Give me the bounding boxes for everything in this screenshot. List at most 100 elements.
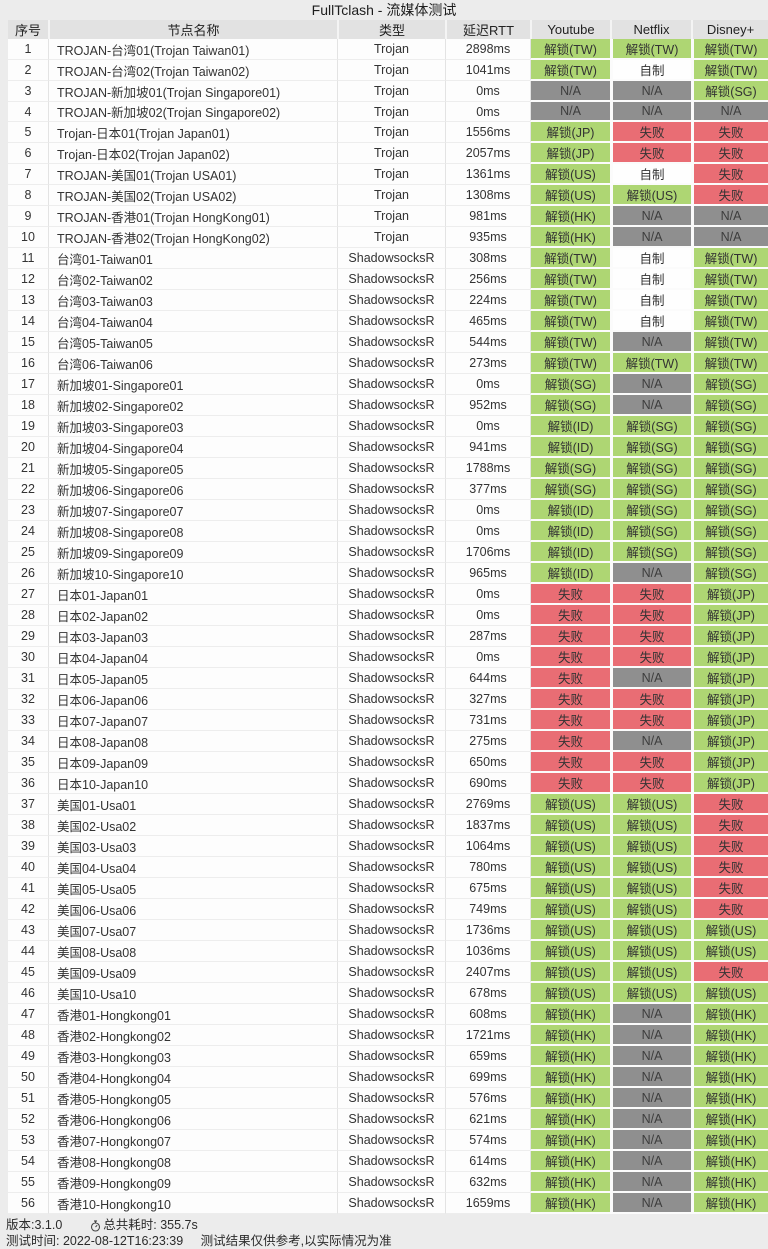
node-name-cell: Trojan-日本01(Trojan Japan01)	[48, 122, 337, 143]
index-cell: 45	[8, 962, 48, 983]
disney-status-cell: 解锁(TW)	[691, 39, 768, 60]
rtt-cell: 659ms	[445, 1046, 530, 1067]
disney-status-cell: 解锁(HK)	[691, 1088, 768, 1109]
disney-status-cell: 解锁(JP)	[691, 689, 768, 710]
type-cell: ShadowsocksR	[337, 332, 445, 353]
table-row: 46 美国10-Usa10 ShadowsocksR 678ms 解锁(US) 解锁(US…	[8, 983, 768, 1004]
disney-status-cell: 解锁(TW)	[691, 353, 768, 374]
type-cell: Trojan	[337, 60, 445, 81]
node-name-cell: Trojan-日本02(Trojan Japan02)	[48, 143, 337, 164]
disney-status-cell: 失败	[691, 857, 768, 878]
netflix-status-cell: 解锁(US)	[610, 794, 691, 815]
netflix-status-cell: N/A	[610, 332, 691, 353]
node-name-cell: 美国10-Usa10	[48, 983, 337, 1004]
node-name-cell: TROJAN-美国01(Trojan USA01)	[48, 164, 337, 185]
table-row: 14 台湾04-Taiwan04 ShadowsocksR 465ms 解锁(TW) 自制…	[8, 311, 768, 332]
table-row: 44 美国08-Usa08 ShadowsocksR 1036ms 解锁(US) 解锁(U…	[8, 941, 768, 962]
type-cell: ShadowsocksR	[337, 458, 445, 479]
table-row: 39 美国03-Usa03 ShadowsocksR 1064ms 解锁(US) 解锁(U…	[8, 836, 768, 857]
disney-status-cell: 解锁(SG)	[691, 458, 768, 479]
index-cell: 47	[8, 1004, 48, 1025]
disclaimer-label: 测试结果仅供参考,以实际情况为准	[200, 1234, 392, 1248]
table-row: 5 Trojan-日本01(Trojan Japan01) Trojan 1556ms…	[8, 122, 768, 143]
netflix-status-cell: N/A	[610, 1046, 691, 1067]
index-cell: 6	[8, 143, 48, 164]
rtt-cell: 224ms	[445, 290, 530, 311]
index-cell: 26	[8, 563, 48, 584]
type-cell: ShadowsocksR	[337, 1088, 445, 1109]
table-row: 31 日本05-Japan05 ShadowsocksR 644ms 失败 N/A 解锁(J…	[8, 668, 768, 689]
youtube-status-cell: 解锁(US)	[530, 185, 610, 206]
table-row: 33 日本07-Japan07 ShadowsocksR 731ms 失败 失败 解锁(JP…	[8, 710, 768, 731]
rtt-cell: 465ms	[445, 311, 530, 332]
netflix-status-cell: 自制	[610, 269, 691, 290]
table-row: 51 香港05-Hongkong05 ShadowsocksR 576ms 解锁(HK)…	[8, 1088, 768, 1109]
table-row: 34 日本08-Japan08 ShadowsocksR 275ms 失败 N/A 解锁(J…	[8, 731, 768, 752]
netflix-status-cell: 解锁(SG)	[610, 458, 691, 479]
youtube-status-cell: 解锁(SG)	[530, 374, 610, 395]
netflix-status-cell: N/A	[610, 227, 691, 248]
node-name-cell: 台湾05-Taiwan05	[48, 332, 337, 353]
netflix-status-cell: 自制	[610, 164, 691, 185]
rtt-cell: 0ms	[445, 521, 530, 542]
type-cell: ShadowsocksR	[337, 605, 445, 626]
youtube-status-cell: N/A	[530, 102, 610, 122]
netflix-status-cell: 解锁(TW)	[610, 353, 691, 374]
type-cell: ShadowsocksR	[337, 689, 445, 710]
stopwatch-icon	[91, 1219, 101, 1232]
disney-status-cell: 解锁(JP)	[691, 626, 768, 647]
type-cell: ShadowsocksR	[337, 647, 445, 668]
youtube-status-cell: 解锁(ID)	[530, 563, 610, 584]
youtube-status-cell: 失败	[530, 605, 610, 626]
rtt-cell: 1361ms	[445, 164, 530, 185]
index-cell: 13	[8, 290, 48, 311]
disney-status-cell: N/A	[691, 102, 768, 122]
index-cell: 30	[8, 647, 48, 668]
disney-status-cell: 解锁(HK)	[691, 1151, 768, 1172]
disney-status-cell: 解锁(JP)	[691, 710, 768, 731]
youtube-status-cell: 解锁(TW)	[530, 311, 610, 332]
youtube-status-cell: 解锁(SG)	[530, 479, 610, 500]
index-cell: 22	[8, 479, 48, 500]
rtt-cell: 0ms	[445, 416, 530, 437]
netflix-status-cell: 失败	[610, 605, 691, 626]
rtt-cell: 731ms	[445, 710, 530, 731]
type-cell: Trojan	[337, 143, 445, 164]
rtt-cell: 678ms	[445, 983, 530, 1004]
node-name-cell: 香港04-Hongkong04	[48, 1067, 337, 1088]
node-name-cell: 美国01-Usa01	[48, 794, 337, 815]
type-cell: ShadowsocksR	[337, 290, 445, 311]
disney-status-cell: 解锁(TW)	[691, 248, 768, 269]
page-title: FullTclash - 流媒体测试	[311, 2, 457, 18]
header-disney: Disney+	[691, 20, 768, 39]
table-row: 2 TROJAN-台湾02(Trojan Taiwan02) Trojan 1041m…	[8, 60, 768, 81]
type-cell: ShadowsocksR	[337, 395, 445, 416]
netflix-status-cell: N/A	[610, 374, 691, 395]
type-cell: ShadowsocksR	[337, 731, 445, 752]
youtube-status-cell: 解锁(SG)	[530, 458, 610, 479]
header-youtube: Youtube	[530, 20, 610, 39]
index-cell: 2	[8, 60, 48, 81]
node-name-cell: 美国02-Usa02	[48, 815, 337, 836]
index-cell: 43	[8, 920, 48, 941]
youtube-status-cell: 解锁(US)	[530, 794, 610, 815]
rtt-cell: 614ms	[445, 1151, 530, 1172]
youtube-status-cell: 解锁(US)	[530, 164, 610, 185]
rtt-cell: 690ms	[445, 773, 530, 794]
rtt-cell: 1736ms	[445, 920, 530, 941]
netflix-status-cell: N/A	[610, 1025, 691, 1046]
rtt-cell: 2898ms	[445, 39, 530, 60]
index-cell: 16	[8, 353, 48, 374]
index-cell: 56	[8, 1193, 48, 1214]
node-name-cell: 日本02-Japan02	[48, 605, 337, 626]
table-row: 32 日本06-Japan06 ShadowsocksR 327ms 失败 失败 解锁(JP…	[8, 689, 768, 710]
youtube-status-cell: 解锁(US)	[530, 920, 610, 941]
disney-status-cell: 解锁(JP)	[691, 752, 768, 773]
disney-status-cell: N/A	[691, 227, 768, 248]
disney-status-cell: N/A	[691, 206, 768, 227]
disney-status-cell: 解锁(SG)	[691, 521, 768, 542]
youtube-status-cell: 失败	[530, 689, 610, 710]
table-row: 10 TROJAN-香港02(Trojan HongKong02) Trojan 93…	[8, 227, 768, 248]
index-cell: 8	[8, 185, 48, 206]
netflix-status-cell: 自制	[610, 290, 691, 311]
